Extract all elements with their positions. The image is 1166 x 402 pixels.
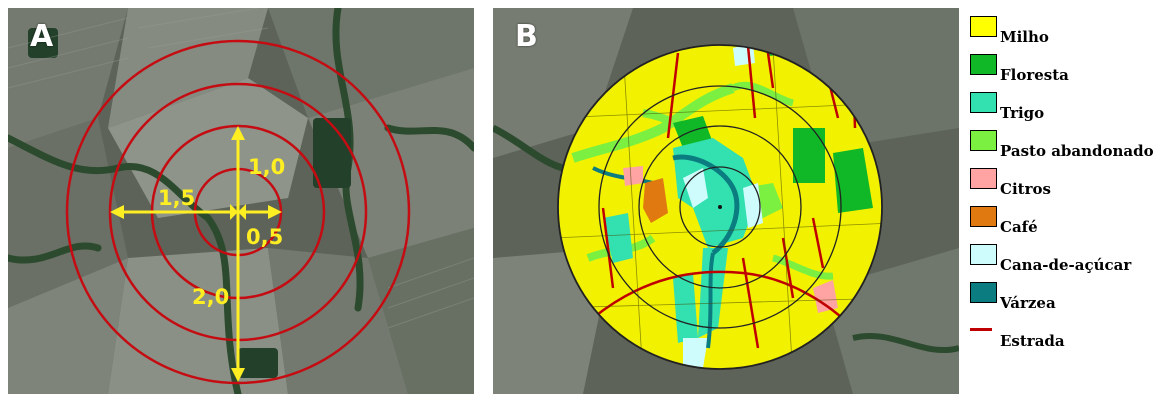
legend-label: Cana-de-açúcar (1000, 256, 1132, 274)
legend-label: Estrada (1000, 332, 1065, 350)
legend-item-varzea: Várzea (970, 280, 1160, 318)
panel-b-ring-inner (679, 166, 761, 248)
satellite-field-patches (8, 8, 474, 394)
legend-item-milho: Milho (970, 14, 1160, 52)
panel-b-map-canvas (493, 8, 959, 394)
varzea-swatch (970, 282, 997, 303)
panel-b-land-use-map: B (493, 8, 959, 394)
panel-b-ring-mid (638, 125, 802, 289)
land-use-legend: Milho Floresta Trigo Pasto abandonado Ci… (970, 14, 1160, 356)
legend-label: Café (1000, 218, 1038, 236)
legend-item-estrada: Estrada (970, 318, 1160, 356)
distance-arrows (110, 126, 282, 382)
legend-item-pasto-abandonado: Pasto abandonado (970, 128, 1160, 166)
legend-item-cafe: Café (970, 204, 1160, 242)
legend-label: Várzea (1000, 294, 1056, 312)
legend-label: Citros (1000, 180, 1051, 198)
panel-b-rings (557, 44, 883, 370)
estrada-line-swatch (970, 328, 992, 331)
floresta-swatch (970, 54, 997, 75)
trigo-swatch (970, 92, 997, 113)
legend-item-citros: Citros (970, 166, 1160, 204)
label-distance-2-0: 2,0 (192, 285, 229, 309)
label-distance-1-0: 1,0 (248, 155, 285, 179)
panel-a-satellite-map: 1,0 1,5 0,5 2,0 A (8, 8, 474, 394)
legend-item-trigo: Trigo (970, 90, 1160, 128)
legend-label: Floresta (1000, 66, 1069, 84)
panel-b-ring-outer (598, 85, 842, 329)
pasto-abandonado-swatch (970, 130, 997, 151)
legend-label: Milho (1000, 28, 1049, 46)
legend-label: Trigo (1000, 104, 1045, 122)
citros-swatch (970, 168, 997, 189)
panel-b-center-point (718, 205, 722, 209)
label-distance-1-5: 1,5 (158, 186, 195, 210)
legend-item-floresta: Floresta (970, 52, 1160, 90)
cafe-swatch (970, 206, 997, 227)
panel-b-outer-boundary (557, 44, 883, 370)
ring-2-0km (65, 39, 411, 385)
label-distance-0-5: 0,5 (246, 225, 283, 249)
legend-item-cana-de-acucar: Cana-de-açúcar (970, 242, 1160, 280)
panel-b-letter: B (515, 19, 538, 54)
panel-a-letter: A (30, 19, 54, 54)
panel-a-map-canvas: 1,0 1,5 0,5 2,0 (8, 8, 474, 394)
legend-label: Pasto abandonado (1000, 142, 1154, 160)
milho-swatch (970, 16, 997, 37)
field-texture-lines (8, 8, 474, 329)
cana-de-acucar-swatch (970, 244, 997, 265)
